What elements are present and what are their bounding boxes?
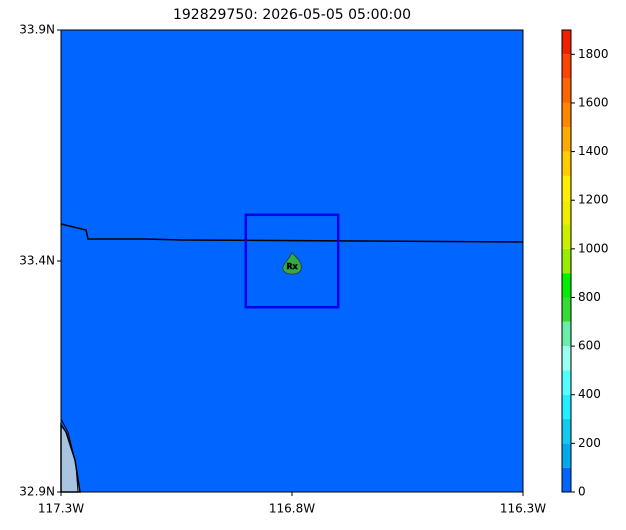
colorbar-band [562,224,571,249]
colorbar-tick-label: 0 [578,485,586,499]
colorbar-tick-label: 1600 [578,95,609,109]
x-tick-label: 116.8W [269,502,315,516]
colorbar-tick-label: 1400 [578,144,609,158]
colorbar-band [562,394,571,420]
boundary-line [60,223,524,243]
colorbar-band [562,175,571,201]
colorbar-tick-label: 1200 [578,193,609,207]
plot-frame [60,29,524,493]
colorbar-band [562,346,571,371]
y-tick-label: 32.9N [19,485,55,499]
region-box [244,213,340,309]
x-tick-label: 116.3W [500,502,546,516]
chart-title: 192829750: 2026-05-05 05:00:00 [173,7,411,23]
x-tick-label: 117.3W [38,502,84,516]
colorbar-band [562,467,571,492]
colorbar-band [562,78,571,103]
colorbar-band [562,321,571,347]
y-tick-label: 33.4N [19,254,55,268]
colorbar-band [562,102,571,128]
colorbar-band [562,54,571,79]
colorbar-band [562,248,571,274]
colorbar-band [562,297,571,322]
colorbar-tick-label: 800 [578,290,601,304]
coastline [60,418,79,493]
colorbar-band [562,273,571,298]
colorbar-tick-label: 1800 [578,47,609,61]
colorbar-band [562,419,571,444]
colorbar-frame [561,29,572,493]
colorbar-band [562,30,571,55]
colorbar-tick-label: 400 [578,387,601,401]
colorbar-tick-label: 1000 [578,241,609,255]
colorbar-band [562,370,571,395]
fire-marker [282,251,302,275]
marker-label: Rx [286,262,298,271]
colorbar-band [562,151,571,176]
colorbar-tick-label: 200 [578,436,601,450]
colorbar-band [562,127,571,152]
colorbar-band [562,443,571,468]
colorbar-tick-label: 600 [578,339,601,353]
colorbar-band [562,200,571,225]
y-tick-label: 33.9N [19,23,55,37]
